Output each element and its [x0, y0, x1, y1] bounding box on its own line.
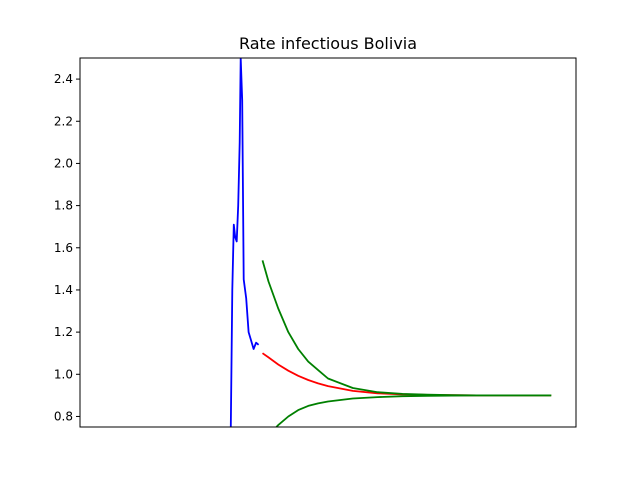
- y-tick-label: 2.2: [54, 114, 73, 128]
- y-tick-label: 0.8: [54, 409, 73, 423]
- y-tick-label: 1.8: [54, 199, 73, 213]
- series-line-0: [229, 58, 260, 427]
- series-line-2: [261, 260, 552, 397]
- y-tick-label: 2.0: [54, 156, 73, 170]
- y-tick-label: 1.6: [54, 241, 73, 255]
- series-line-3: [275, 394, 552, 427]
- y-tick-label: 2.4: [54, 72, 73, 86]
- chart-title: Rate infectious Bolivia: [239, 34, 417, 53]
- plot-frame: [79, 57, 577, 428]
- y-tick-label: 1.0: [54, 367, 73, 381]
- y-tick-label: 1.2: [54, 325, 73, 339]
- plot-series: [229, 58, 552, 427]
- axes: 0.8 1.0 1.2 1.4 1.6 1.8 2.0 2.2 2.4: [54, 72, 80, 423]
- y-tick-label: 1.4: [54, 283, 73, 297]
